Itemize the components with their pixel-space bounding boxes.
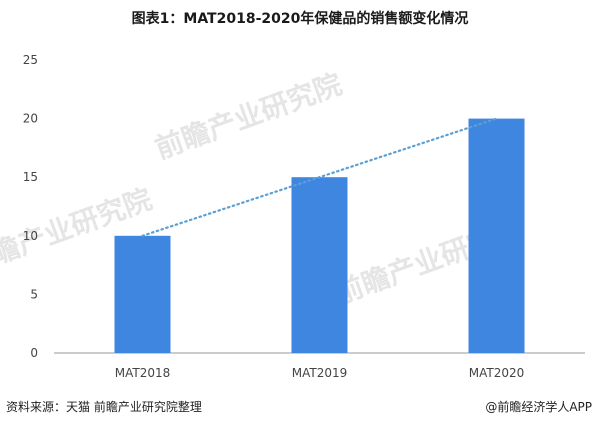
bar [114,235,171,353]
bar [291,177,348,353]
y-tick-label: 10 [23,229,38,243]
bar [468,118,525,353]
y-tick-label: 15 [23,170,38,184]
y-tick-label: 5 [30,287,38,301]
source-note: 资料来源：天猫 前瞻产业研究院整理 [6,400,202,414]
footer-brand: @前瞻经济学人APP [485,400,592,414]
x-tick-label: MAT2018 [115,366,171,380]
x-tick-label: MAT2019 [292,366,348,380]
y-tick-label: 25 [23,53,38,67]
x-tick-label: MAT2020 [469,366,525,380]
trend-line [141,117,498,237]
chart-title: 图表1：MAT2018-2020年保健品的销售额变化情况 [131,11,469,27]
y-tick-label: 20 [23,112,38,126]
y-tick-label: 0 [30,346,38,360]
